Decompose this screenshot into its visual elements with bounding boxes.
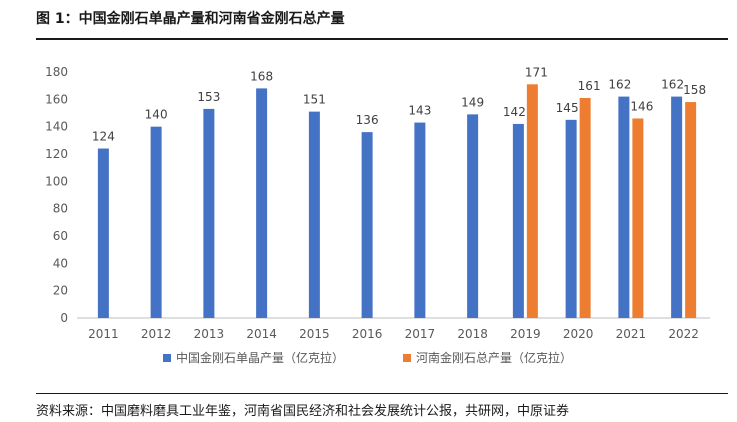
y-tick-label: 40 <box>53 256 68 270</box>
x-tick-label: 2020 <box>563 327 594 341</box>
data-label: 151 <box>303 93 326 107</box>
y-tick-label: 140 <box>45 120 68 134</box>
data-label: 146 <box>630 99 653 113</box>
bar-china <box>308 111 320 318</box>
x-tick-label: 2015 <box>299 327 330 341</box>
x-axis: 2011 2012 2013 2014 2015 2016 2017 2018 2019 2020… <box>77 317 710 341</box>
y-tick-label: 100 <box>45 174 68 188</box>
bar-china <box>565 119 577 318</box>
y-tick-label: 60 <box>53 229 68 243</box>
x-tick-label: 2022 <box>668 327 699 341</box>
data-label: 145 <box>556 101 579 115</box>
bar-china <box>671 96 683 318</box>
y-tick-label: 80 <box>53 202 68 216</box>
data-label: 124 <box>92 130 115 144</box>
y-tick-label: 120 <box>45 147 68 161</box>
x-tick-label: 2017 <box>405 327 436 341</box>
bar-china <box>618 96 630 318</box>
x-tick-label: 2013 <box>194 327 225 341</box>
bar-henan <box>579 97 591 318</box>
legend-swatch-china <box>163 354 171 362</box>
data-label: 161 <box>578 79 601 93</box>
source-divider <box>36 393 728 394</box>
y-tick-label: 20 <box>53 284 68 298</box>
bar-henan <box>632 118 644 318</box>
data-label: 136 <box>356 113 379 127</box>
bar-china <box>150 126 162 319</box>
bar-henan <box>526 84 538 318</box>
legend: 中国金刚石单晶产量（亿克拉） 河南金刚石总产量（亿克拉） <box>163 350 572 365</box>
data-label: 171 <box>525 65 548 79</box>
x-tick-label: 2011 <box>88 327 119 341</box>
y-tick-label: 160 <box>45 92 68 106</box>
data-label: 140 <box>145 108 168 122</box>
legend-label-henan: 河南金刚石总产量（亿克拉） <box>416 350 572 365</box>
x-tick-label: 2012 <box>141 327 172 341</box>
data-label: 153 <box>197 90 220 104</box>
bar-china <box>361 132 373 318</box>
figure-title: 图 1：中国金刚石单晶产量和河南省金刚石总产量 <box>36 11 345 27</box>
data-label: 158 <box>683 83 706 97</box>
data-label: 142 <box>503 105 526 119</box>
bar-china <box>414 122 426 318</box>
bar-china <box>203 108 215 319</box>
data-label: 149 <box>461 95 484 109</box>
bar-china <box>256 88 268 319</box>
bar-china <box>512 123 524 318</box>
source-note: 资料来源：中国磨料磨具工业年鉴，河南省国民经济和社会发展统计公报，共研网，中原证… <box>36 404 570 419</box>
legend-swatch-henan <box>403 354 411 362</box>
x-tick-label: 2021 <box>616 327 647 341</box>
data-label: 143 <box>408 104 431 118</box>
y-tick-label: 180 <box>45 65 68 79</box>
x-tick-label: 2014 <box>246 327 277 341</box>
data-label: 168 <box>250 69 273 83</box>
title-divider <box>36 38 728 40</box>
bars <box>97 84 697 319</box>
y-axis: 0 20 40 60 80 100 120 140 160 180 <box>45 65 68 325</box>
data-label: 162 <box>608 78 631 92</box>
data-label: 162 <box>661 78 684 92</box>
x-tick-label: 2016 <box>352 327 383 341</box>
y-tick-label: 0 <box>60 311 68 325</box>
x-tick-label: 2018 <box>457 327 488 341</box>
bar-china <box>97 148 109 318</box>
x-tick-label: 2019 <box>510 327 541 341</box>
bar-henan <box>685 102 697 318</box>
bar-china <box>467 114 479 318</box>
legend-label-china: 中国金刚石单晶产量（亿克拉） <box>176 350 344 365</box>
